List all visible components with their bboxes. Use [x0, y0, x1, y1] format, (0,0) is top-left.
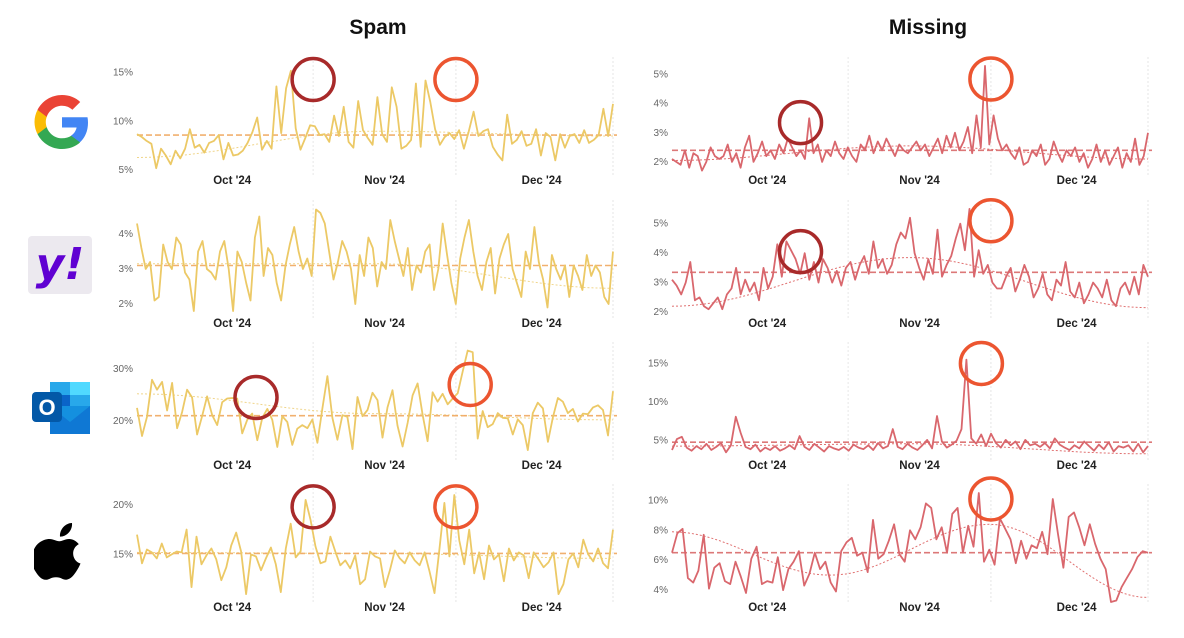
- y-tick-label: 15%: [113, 549, 133, 560]
- y-tick-label: 30%: [113, 364, 133, 375]
- x-tick-label: Oct '24: [213, 318, 251, 330]
- yahoo-logo-icon: y!: [28, 236, 92, 294]
- x-tick-label: Nov '24: [899, 602, 940, 614]
- panel-outlook-spam: 30% 20% Oct '24 Nov '24 Dec '24: [113, 342, 617, 472]
- trend-line: [671, 523, 1149, 598]
- panel-yahoo-spam: 4% 3% 2% Oct '24 Nov '24 Dec '24: [119, 200, 617, 330]
- x-tick-label: Nov '24: [899, 460, 940, 472]
- series-line: [136, 494, 614, 595]
- x-tick-label: Oct '24: [213, 175, 251, 187]
- y-tick-label: 5%: [119, 165, 134, 176]
- x-tick-label: Dec '24: [522, 460, 562, 472]
- y-tick-label: 10%: [648, 495, 668, 506]
- apple-logo-icon: [31, 520, 98, 584]
- google-logo-icon: [30, 90, 94, 154]
- trend-line: [672, 443, 1148, 455]
- y-tick-label: 3%: [119, 264, 134, 275]
- x-tick-label: Dec '24: [1057, 318, 1097, 330]
- x-tick-label: Nov '24: [364, 460, 405, 472]
- series-line: [136, 208, 614, 312]
- annotation-circle: [968, 197, 1014, 244]
- panel-apple-spam: 20% 15% Oct '24 Nov '24 Dec '24: [113, 484, 617, 614]
- panel-google-spam: 15% 10% 5% Oct '24 Nov '24 Dec '24: [113, 56, 617, 187]
- y-tick-label: 20%: [113, 416, 133, 427]
- column-title-spam: Spam: [349, 16, 407, 39]
- annotation-circle: [290, 484, 336, 530]
- outlook-logo-text: O: [38, 395, 55, 420]
- x-tick-label: Oct '24: [748, 460, 786, 472]
- annotation-circle: [290, 56, 336, 103]
- y-tick-label: 10%: [113, 116, 133, 127]
- series-line: [671, 207, 1149, 311]
- trend-line: [136, 393, 613, 421]
- y-tick-label: 15%: [648, 358, 668, 369]
- series-line: [136, 69, 614, 170]
- panel-google-missing: 5% 4% 3% 2% Oct '24 Nov '24 Dec '24: [654, 56, 1152, 187]
- annotation-circle: [968, 56, 1014, 102]
- panel-yahoo-missing: 5% 4% 3% 2% Oct '24 Nov '24 Dec '24: [654, 197, 1152, 330]
- annotation-circle: [958, 340, 1005, 387]
- annotation-circle: [777, 99, 824, 146]
- series-line: [671, 358, 1149, 454]
- annotation-circle: [777, 228, 824, 275]
- x-tick-label: Dec '24: [1057, 602, 1097, 614]
- x-tick-label: Oct '24: [748, 318, 786, 330]
- trend-line: [137, 551, 613, 559]
- x-tick-label: Dec '24: [522, 318, 562, 330]
- series-line: [136, 349, 614, 451]
- x-tick-label: Nov '24: [899, 175, 940, 187]
- trend-line: [671, 145, 1148, 161]
- column-title-missing: Missing: [888, 16, 968, 39]
- series-line: [671, 64, 1149, 172]
- annotation-circle: [433, 484, 479, 530]
- x-tick-label: Dec '24: [1057, 460, 1097, 472]
- x-tick-label: Nov '24: [364, 175, 405, 187]
- trend-line: [671, 257, 1149, 309]
- x-tick-label: Oct '24: [748, 175, 786, 187]
- x-tick-label: Oct '24: [213, 460, 251, 472]
- panel-apple-missing: 10% 8% 6% 4% Oct '24 Nov '24 Dec '24: [648, 476, 1152, 614]
- annotation-circle: [433, 56, 479, 103]
- apple-glyph: [31, 522, 81, 580]
- annotation-circle: [447, 361, 493, 408]
- annotation-circle: [968, 476, 1014, 522]
- series-line: [671, 492, 1149, 603]
- y-tick-label: 3%: [654, 128, 669, 139]
- outlook-envelope-glyph: O: [32, 382, 90, 434]
- y-tick-label: 2%: [654, 157, 669, 168]
- y-tick-label: 2%: [119, 299, 134, 310]
- y-tick-label: 4%: [654, 248, 669, 259]
- x-tick-label: Nov '24: [899, 318, 940, 330]
- y-tick-label: 6%: [654, 555, 669, 566]
- x-tick-label: Dec '24: [1057, 175, 1097, 187]
- y-tick-label: 4%: [654, 99, 669, 110]
- y-tick-label: 8%: [654, 525, 669, 536]
- panel-outlook-missing: 15% 10% 5% Oct '24 Nov '24 Dec '24: [648, 340, 1152, 472]
- x-tick-label: Dec '24: [522, 602, 562, 614]
- y-tick-label: 20%: [113, 500, 133, 511]
- y-tick-label: 5%: [654, 70, 669, 81]
- y-tick-label: 3%: [654, 278, 669, 289]
- x-tick-label: Nov '24: [364, 318, 405, 330]
- y-tick-label: 10%: [648, 397, 668, 408]
- y-tick-label: 5%: [654, 436, 669, 447]
- x-tick-label: Nov '24: [364, 602, 405, 614]
- y-tick-label: 4%: [654, 585, 669, 596]
- google-g-glyph: [34, 95, 88, 149]
- y-tick-label: 15%: [113, 68, 133, 79]
- outlook-logo-icon: O: [30, 380, 94, 444]
- x-tick-label: Dec '24: [522, 175, 562, 187]
- y-tick-label: 2%: [654, 307, 669, 318]
- y-tick-label: 5%: [654, 219, 669, 230]
- y-tick-label: 4%: [119, 229, 134, 240]
- yahoo-logo-text: y!: [35, 239, 85, 290]
- annotation-circle: [233, 374, 279, 421]
- x-tick-label: Oct '24: [748, 602, 786, 614]
- x-tick-label: Oct '24: [213, 602, 251, 614]
